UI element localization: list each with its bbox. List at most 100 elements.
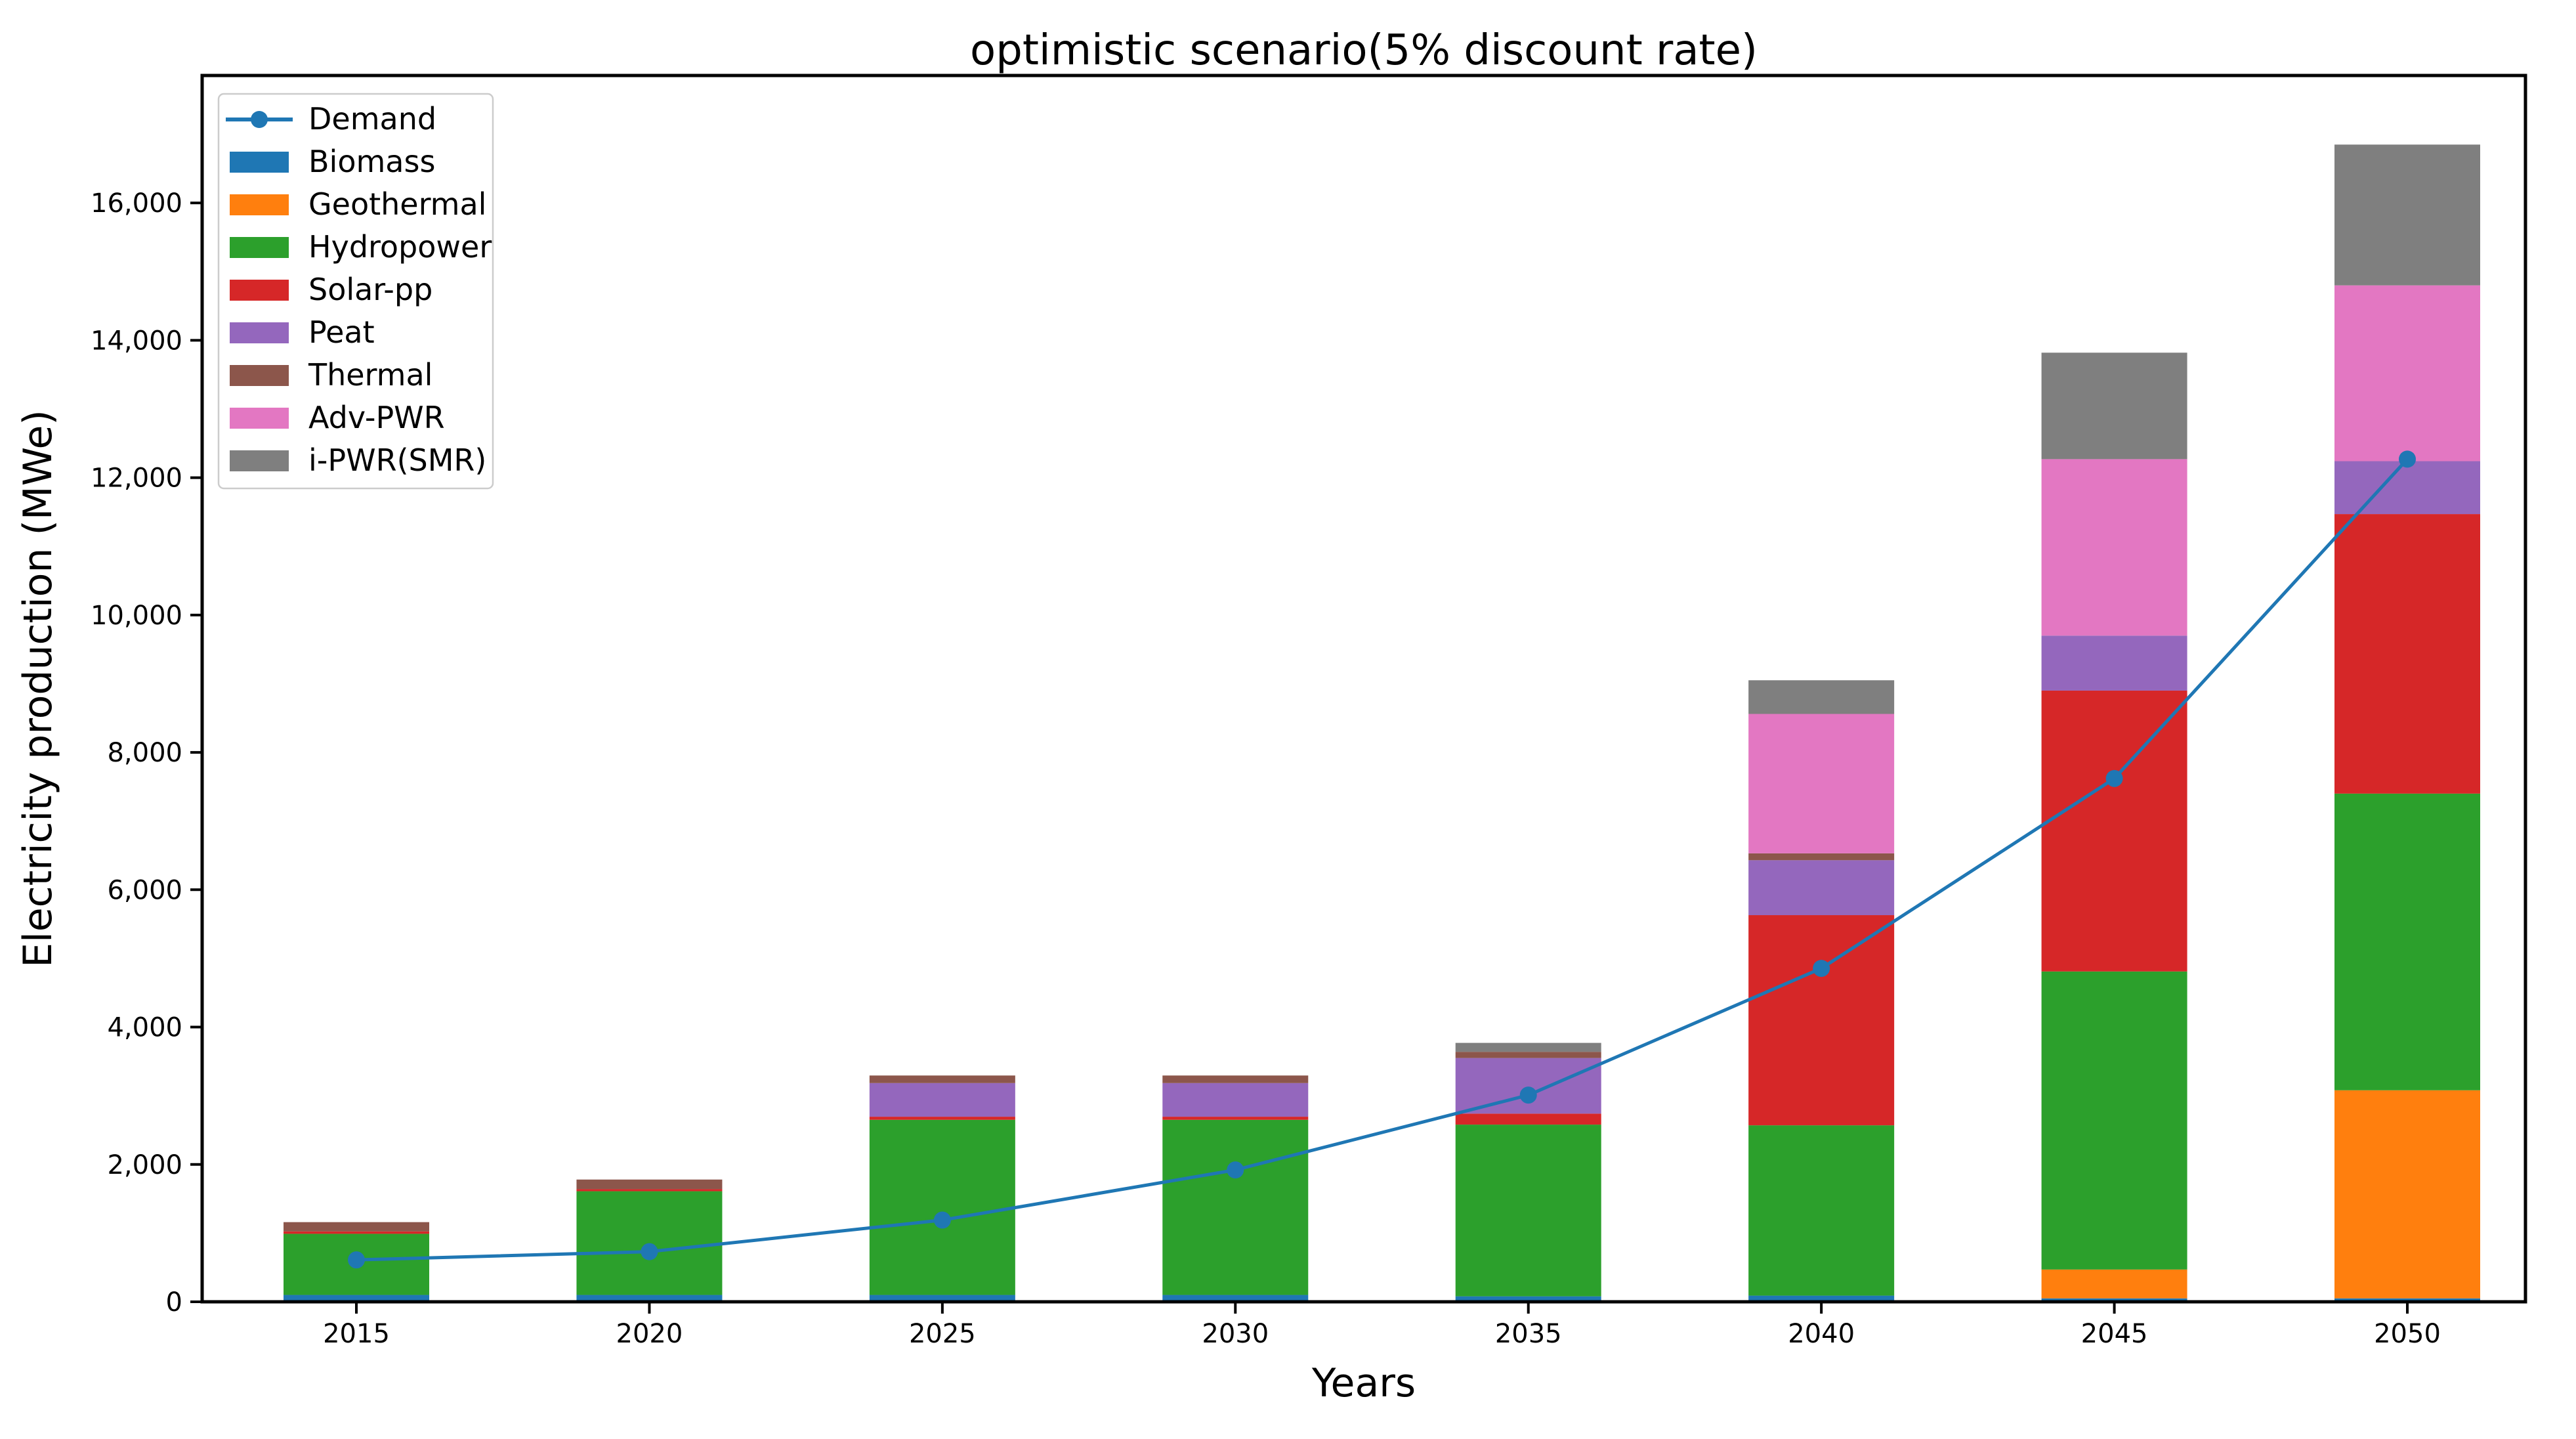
chart-title: optimistic scenario(5% discount rate): [970, 26, 1758, 75]
bar-segment-Adv-PWR-2040: [1748, 714, 1895, 853]
bar-segment-Biomass-2050: [2334, 1298, 2481, 1302]
bar-segment-i-PWR(SMR)-2040: [1748, 680, 1895, 714]
bar-stack-2040: [1748, 680, 1895, 1302]
y-tick-label: 14,000: [91, 326, 182, 356]
bar-segment-Biomass-2025: [869, 1295, 1015, 1302]
legend-item-Biomass: Biomass: [230, 144, 435, 179]
legend-swatch: [230, 194, 289, 215]
bar-segment-Biomass-2040: [1748, 1295, 1895, 1302]
bar-segment-Solar-pp-2050: [2334, 514, 2481, 794]
legend-item-Peat: Peat: [230, 314, 375, 350]
bar-segment-Solar-pp-2020: [576, 1189, 723, 1192]
bar-segment-Thermal-2030: [1162, 1075, 1309, 1083]
legend-swatch: [230, 322, 289, 343]
bar-segment-Peat-2050: [2334, 461, 2481, 515]
legend-label: Adv-PWR: [308, 400, 445, 435]
y-tick-label: 6,000: [107, 875, 182, 905]
y-tick-label: 12,000: [91, 463, 182, 494]
bar-segment-Hydropower-2050: [2334, 793, 2481, 1090]
bar-segment-Solar-pp-2035: [1455, 1113, 1601, 1125]
x-tick-label: 2025: [909, 1319, 976, 1349]
legend-label: Peat: [308, 314, 375, 350]
y-tick-label: 0: [166, 1287, 182, 1318]
legend-label: Thermal: [308, 357, 433, 393]
legend-item-Hydropower: Hydropower: [230, 229, 492, 265]
bars: [284, 144, 2481, 1302]
legend-label: Biomass: [308, 144, 435, 179]
bar-segment-Peat-2030: [1162, 1083, 1309, 1117]
bar-segment-Biomass-2030: [1162, 1295, 1309, 1302]
bar-stack-2020: [576, 1179, 723, 1302]
demand-markers: [348, 450, 2417, 1269]
legend-label: Demand: [308, 101, 436, 137]
bar-segment-Adv-PWR-2045: [2041, 459, 2187, 636]
legend-swatch: [230, 280, 289, 301]
bar-stack-2030: [1162, 1075, 1309, 1302]
legend-box: [217, 93, 494, 490]
y-axis: 0 2,000 4,000 6,000 8,000 10,000 12,000 14,000 1…: [91, 188, 202, 1318]
legend: Demand Biomass Geothermal Hydropower Solar-p…: [217, 93, 494, 490]
bar-segment-Geothermal-2045: [2041, 1269, 2187, 1299]
legend-label: i-PWR(SMR): [308, 442, 486, 478]
x-axis-label: Years: [1311, 1360, 1416, 1406]
bar-segment-Thermal-2020: [576, 1179, 723, 1190]
y-tick-label: 4,000: [107, 1013, 182, 1043]
bar-segment-Solar-pp-2025: [869, 1117, 1015, 1120]
bar-segment-i-PWR(SMR)-2050: [2334, 144, 2481, 286]
bar-segment-Hydropower-2040: [1748, 1125, 1895, 1296]
bar-segment-i-PWR(SMR)-2035: [1455, 1042, 1601, 1052]
bar-segment-Biomass-2045: [2041, 1298, 2187, 1302]
legend-label: Hydropower: [308, 229, 492, 265]
bar-segment-Solar-pp-2030: [1162, 1117, 1309, 1120]
x-tick-label: 2020: [616, 1319, 683, 1349]
bar-segment-Peat-2045: [2041, 635, 2187, 691]
demand-marker: [641, 1243, 658, 1260]
bar-segment-Solar-pp-2045: [2041, 690, 2187, 972]
legend-label: Solar-pp: [308, 272, 433, 307]
legend-marker-sample: [251, 111, 268, 128]
y-tick-label: 16,000: [91, 188, 182, 219]
demand-marker: [1227, 1161, 1244, 1179]
x-tick-label: 2050: [2374, 1319, 2441, 1349]
bar-segment-Adv-PWR-2050: [2334, 285, 2481, 462]
legend-swatch: [230, 365, 289, 386]
y-tick-label: 8,000: [107, 738, 182, 768]
legend-item-Thermal: Thermal: [230, 357, 433, 393]
bar-segment-Thermal-2015: [284, 1222, 429, 1232]
x-tick-label: 2045: [2081, 1319, 2148, 1349]
x-tick-label: 2030: [1202, 1319, 1269, 1349]
demand-marker: [1519, 1086, 1537, 1104]
bar-segment-Biomass-2020: [576, 1295, 723, 1302]
bar-segment-Geothermal-2050: [2334, 1090, 2481, 1299]
x-tick-label: 2035: [1495, 1319, 1562, 1349]
y-tick-label: 2,000: [107, 1150, 182, 1180]
x-tick-label: 2040: [1788, 1319, 1855, 1349]
bar-stack-2035: [1455, 1042, 1601, 1302]
bar-stack-2025: [869, 1075, 1015, 1302]
bar-segment-Hydropower-2045: [2041, 971, 2187, 1270]
bar-segment-i-PWR(SMR)-2045: [2041, 353, 2187, 460]
bar-segment-Thermal-2025: [869, 1075, 1015, 1083]
bar-segment-Peat-2040: [1748, 860, 1895, 916]
bar-segment-Hydropower-2025: [869, 1119, 1015, 1295]
legend-item-i-PWR(SMR): i-PWR(SMR): [230, 442, 486, 478]
bar-segment-Thermal-2035: [1455, 1052, 1601, 1058]
demand-marker: [1813, 960, 1830, 977]
bar-segment-Hydropower-2020: [576, 1191, 723, 1295]
x-axis: 2015 2020 2025 2030 2035 2040 2045 2050: [323, 1302, 2441, 1349]
demand-marker: [348, 1251, 365, 1269]
legend-swatch: [230, 408, 289, 429]
y-tick-label: 10,000: [91, 601, 182, 631]
demand-line: [356, 458, 2409, 1262]
bar-segment-Hydropower-2035: [1455, 1125, 1601, 1297]
legend-label: Geothermal: [308, 186, 486, 222]
legend-item-Demand: Demand: [226, 101, 436, 137]
bar-stack-2050: [2334, 144, 2481, 1302]
legend-item-Geothermal: Geothermal: [230, 186, 486, 222]
bar-segment-Biomass-2035: [1455, 1296, 1601, 1302]
legend-item-Adv-PWR: Adv-PWR: [230, 400, 445, 435]
bar-stack-2045: [2041, 353, 2187, 1302]
bar-segment-Peat-2025: [869, 1083, 1015, 1117]
